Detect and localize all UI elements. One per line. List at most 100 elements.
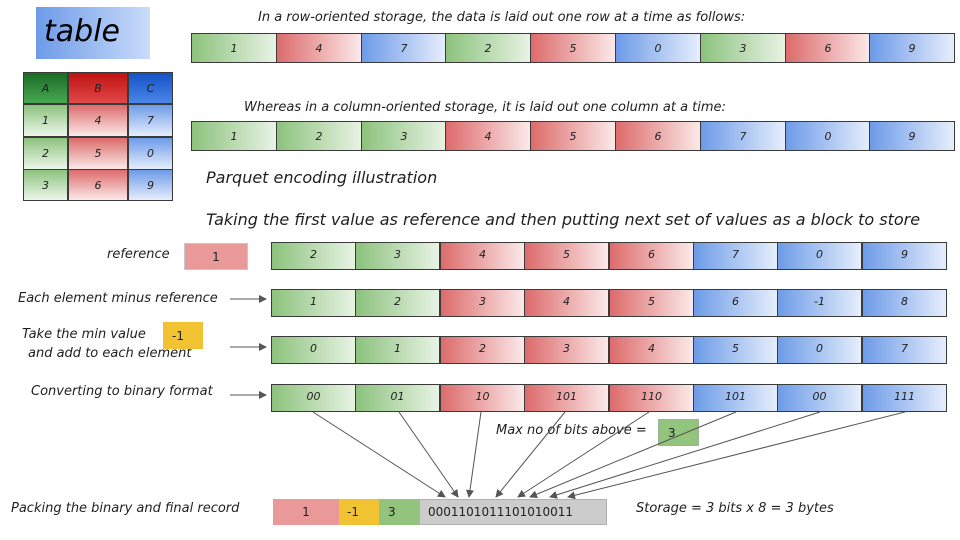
- max-bits-label: Max no of bits above =: [496, 423, 647, 438]
- table-header-cell-value: B: [94, 81, 102, 95]
- step-0-cell-value: 7: [732, 248, 739, 261]
- table-header-cell: A: [23, 72, 68, 104]
- storage-cell-value: 9: [908, 129, 916, 143]
- step-0-cell: 0: [777, 242, 862, 270]
- table-cell-value: 7: [147, 114, 154, 127]
- storage-cell-value: 0: [654, 41, 662, 55]
- column-storage-caption: Whereas in a column-oriented storage, it…: [244, 100, 726, 115]
- storage-cell-value: 6: [654, 129, 662, 143]
- step-2-cell-value: 3: [563, 342, 570, 355]
- step-0-cell: 4: [440, 242, 525, 270]
- step-0-cell: 6: [609, 242, 694, 270]
- step-2-cell: 2: [440, 336, 525, 364]
- storage-cell-value: 3: [739, 41, 747, 55]
- table-cell-value: 1: [42, 114, 49, 127]
- storage-cell: 9: [869, 33, 955, 63]
- table-cell: 5: [68, 137, 128, 170]
- pack-label: Packing the binary and final record: [11, 501, 240, 516]
- step-0-cell: 3: [355, 242, 440, 270]
- table-cell-value: 6: [94, 178, 102, 192]
- storage-cell: 1: [191, 33, 277, 63]
- storage-note: Storage = 3 bits x 8 = 3 bytes: [636, 501, 834, 516]
- step-2-cell: 3: [524, 336, 609, 364]
- record-bits: 3: [388, 505, 396, 519]
- step-2-cell-value: 5: [732, 342, 739, 355]
- step-1-cell-value: 3: [479, 295, 486, 308]
- table-header-cell: B: [68, 72, 128, 104]
- storage-cell: 2: [445, 33, 531, 63]
- step-3-cell-value: 101: [725, 390, 746, 403]
- step-0-cell: 9: [862, 242, 947, 270]
- storage-cell-value: 5: [569, 41, 577, 55]
- parquet-heading: Parquet encoding illustration: [206, 168, 438, 187]
- storage-cell-value: 2: [484, 41, 492, 55]
- table-cell: 3: [23, 169, 68, 201]
- record-bits-box: 3: [379, 499, 419, 525]
- step-0-cell-value: 3: [394, 248, 401, 261]
- storage-cell: 4: [445, 121, 531, 151]
- record-packed-box: 0001101011101010011: [419, 499, 607, 525]
- storage-cell: 5: [530, 121, 616, 151]
- reference-label: reference: [107, 247, 170, 262]
- table-header-cell-value: C: [146, 81, 155, 95]
- arrow-pack-0: [312, 411, 446, 498]
- min-value-label-line2: and add to each element: [28, 346, 192, 361]
- step-0-cell: 7: [693, 242, 778, 270]
- storage-cell-value: 5: [569, 129, 577, 143]
- step-2-cell: 5: [693, 336, 778, 364]
- step-0-cell-value: 9: [901, 248, 908, 261]
- min-value: -1: [172, 328, 184, 343]
- step-1-cell: -1: [777, 289, 862, 317]
- table-cell-value: 9: [147, 178, 154, 192]
- step-1-cell: 1: [271, 289, 356, 317]
- step-1-cell: 6: [693, 289, 778, 317]
- step-3-cell-value: 111: [894, 390, 915, 403]
- min-value-box: -1: [163, 322, 203, 349]
- table-cell-value: 3: [42, 178, 49, 192]
- table-cell: 7: [128, 104, 173, 137]
- storage-cell: 7: [700, 121, 786, 151]
- storage-cell-value: 9: [908, 41, 916, 55]
- storage-cell: 3: [361, 121, 447, 151]
- table-cell: 4: [68, 104, 128, 137]
- step-0-cell-value: 4: [479, 248, 486, 261]
- step-3-cell: 10: [440, 384, 525, 412]
- step-3-cell: 111: [862, 384, 947, 412]
- arrow-pack-2: [466, 411, 482, 498]
- storage-cell: 7: [361, 33, 447, 63]
- max-bits-box: 3: [658, 419, 699, 446]
- record-min: -1: [347, 505, 359, 519]
- arrow-pack-1: [398, 411, 459, 498]
- step-1-cell-value: 2: [394, 295, 401, 308]
- table-cell-value: 2: [42, 147, 49, 160]
- step-3-cell: 00: [777, 384, 862, 412]
- step-2-cell-value: 1: [394, 342, 401, 355]
- step-1-cell-value: -1: [814, 295, 825, 308]
- storage-cell-value: 0: [824, 129, 832, 143]
- step-3-cell: 110: [609, 384, 694, 412]
- step-0-cell-value: 6: [648, 248, 655, 261]
- step-3-cell-value: 00: [306, 390, 321, 403]
- storage-cell-value: 7: [739, 129, 747, 143]
- reference-value-box: 1: [184, 243, 248, 270]
- step-1-cell: 4: [524, 289, 609, 317]
- max-bits-value: 3: [668, 425, 676, 440]
- storage-cell: 1: [191, 121, 277, 151]
- step-0-cell: 5: [524, 242, 609, 270]
- step-2-cell: 1: [355, 336, 440, 364]
- step-3-cell-value: 01: [390, 390, 405, 403]
- step-0-cell: 2: [271, 242, 356, 270]
- step-3-cell: 01: [355, 384, 440, 412]
- record-reference-box: 1: [273, 499, 339, 525]
- storage-cell: 6: [615, 121, 701, 151]
- storage-cell-value: 4: [315, 41, 323, 55]
- storage-cell: 5: [530, 33, 616, 63]
- table-cell: 6: [68, 169, 128, 201]
- table-cell: 0: [128, 137, 173, 170]
- table-header-cell: C: [128, 72, 173, 104]
- step-0-cell-value: 5: [563, 248, 570, 261]
- table-cell-value: 5: [94, 147, 102, 160]
- step-3-cell-value: 110: [641, 390, 662, 403]
- minus-reference-label: Each element minus reference: [18, 291, 218, 306]
- step-3-cell: 101: [693, 384, 778, 412]
